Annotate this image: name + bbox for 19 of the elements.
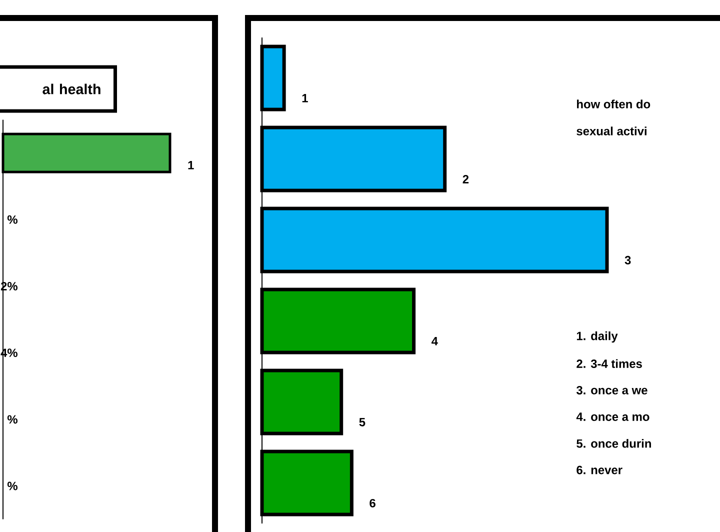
annotation: how often do bbox=[577, 100, 650, 108]
y-tick-label: 3 bbox=[624, 256, 631, 264]
annotation: 2. 3-4 times bbox=[576, 359, 642, 368]
y-tick-label: 1 bbox=[188, 161, 194, 170]
y-tick-label: 6 bbox=[370, 498, 376, 508]
y-tick-label: 4 bbox=[432, 337, 438, 346]
annotation: 1. daily bbox=[576, 331, 618, 343]
y-tick-label: 1 bbox=[302, 94, 308, 102]
y-tick-label: 5 bbox=[359, 418, 366, 426]
y-tick-label: 2 bbox=[462, 174, 469, 184]
annotation: 3. once a we bbox=[576, 386, 648, 394]
annotation: 6. never bbox=[576, 466, 622, 474]
annotation: 5. once durin bbox=[576, 439, 651, 448]
chart-title: al health bbox=[42, 84, 100, 94]
annotation: sexual activi bbox=[576, 126, 646, 136]
text: % bbox=[7, 482, 18, 490]
text: % bbox=[7, 215, 18, 224]
text: % bbox=[7, 415, 18, 424]
annotation: 4. once a mo bbox=[576, 412, 650, 421]
